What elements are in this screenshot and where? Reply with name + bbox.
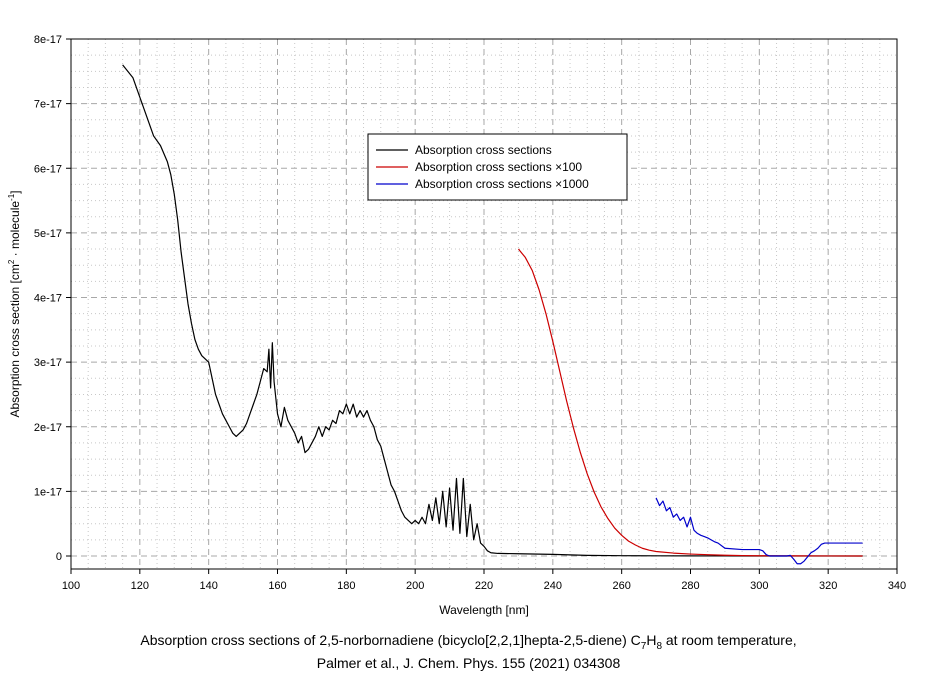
caption-line-2: Palmer et al., J. Chem. Phys. 155 (2021)…: [316, 655, 621, 671]
series-line-3: [655, 497, 863, 565]
x-tick-label: 340: [888, 580, 906, 592]
series-lines: [122, 64, 863, 565]
y-tick-label: 0: [56, 551, 62, 563]
figure-caption: Absorption cross sections of 2,5-norborn…: [0, 632, 937, 652]
legend-label-1: Absorption cross sections: [415, 143, 552, 157]
x-tick-label: 220: [475, 580, 493, 592]
y-tick-label: 5e-17: [34, 228, 62, 240]
x-tick-label: 140: [199, 580, 217, 592]
x-tick-label: 260: [612, 580, 630, 592]
series-line-2: [517, 248, 863, 557]
x-tick-label: 280: [681, 580, 699, 592]
y-tick-label: 2e-17: [34, 422, 62, 434]
x-axis-title: Wavelength [nm]: [439, 603, 529, 617]
x-tick-label: 240: [544, 580, 562, 592]
y-tick-label: 4e-17: [34, 293, 62, 305]
x-tick-label: 120: [131, 580, 149, 592]
legend: Absorption cross sections Absorption cro…: [367, 133, 628, 201]
x-tick-label: 200: [406, 580, 424, 592]
x-tick-label: 160: [268, 580, 286, 592]
x-tick-label: 300: [750, 580, 768, 592]
y-tick-label: 7e-17: [34, 99, 62, 111]
series-line-1: [122, 64, 863, 557]
y-axis-title: Absorption cross section [cm2 · molecule…: [7, 190, 22, 417]
legend-label-2: Absorption cross sections ×100: [415, 160, 582, 174]
y-tick-label: 6e-17: [34, 163, 62, 175]
legend-box: [367, 133, 628, 201]
y-tick-label: 1e-17: [34, 486, 62, 498]
grid: [70, 38, 898, 569]
x-tick-label: 180: [337, 580, 355, 592]
legend-label-3: Absorption cross sections ×1000: [415, 177, 589, 191]
x-tick-label: 320: [819, 580, 837, 592]
axes: 100 120 140 160 180 200 220 240 260 280 300 320 340 0…: [34, 34, 906, 592]
caption-line-1: Absorption cross sections of 2,5-norborn…: [140, 632, 797, 652]
y-tick-label: 8e-17: [34, 34, 62, 46]
x-tick-label: 100: [62, 580, 80, 592]
y-tick-label: 3e-17: [34, 357, 62, 369]
